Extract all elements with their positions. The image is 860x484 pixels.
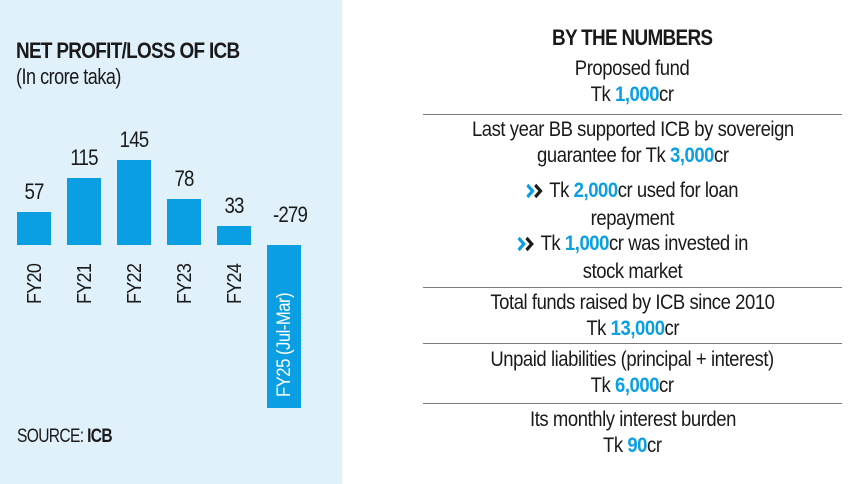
fact-prefix: Tk: [591, 83, 616, 106]
fact-value: 1,000: [615, 83, 660, 106]
bar-value-label: 78: [174, 166, 194, 192]
double-chevron-right-icon: [526, 180, 546, 206]
divider: [423, 343, 842, 344]
fact-label: Unpaid liabilities (principal + interest…: [490, 348, 775, 371]
category-label: FY21: [74, 263, 96, 304]
bullet-prefix: Tk: [549, 179, 574, 202]
bar-value-label: 57: [24, 178, 44, 204]
bullet-suffix: cr used for loan: [617, 179, 739, 202]
fact-label: Last year BB supported ICB by sovereign: [471, 118, 794, 141]
bullet-line2: stock market: [582, 260, 683, 283]
fact-label: Proposed fund: [575, 57, 690, 80]
fact-value: 3,000: [669, 144, 714, 167]
fact-suffix: cr: [664, 317, 679, 340]
bar-fy23: [167, 199, 201, 245]
category-label: FY24: [224, 263, 246, 304]
fact-proposed-fund: Proposed fund Tk 1,000cr: [423, 56, 842, 108]
divider: [423, 287, 842, 288]
bullet-line2: repayment: [590, 207, 675, 230]
fact-suffix: cr: [659, 374, 674, 397]
fact-label: Total funds raised by ICB since 2010: [490, 291, 775, 314]
bullet-prefix: Tk: [540, 232, 565, 255]
fact-monthly-interest: Its monthly interest burden Tk 90cr: [423, 407, 842, 459]
category-label: FY20: [24, 263, 46, 304]
fact-total-funds-raised: Total funds raised by ICB since 2010 Tk …: [423, 290, 842, 342]
bullet-value: 1,000: [564, 232, 609, 255]
category-label: FY25 (Jul-Mar): [274, 292, 295, 397]
fact-value: 6,000: [615, 374, 660, 397]
fact-unpaid-liabilities: Unpaid liabilities (principal + interest…: [423, 347, 842, 399]
bullet-stock-market: Tk 1,000cr was invested in stock market: [423, 231, 842, 285]
fact-suffix: cr: [659, 83, 674, 106]
fact-prefix: guarantee for Tk: [536, 144, 670, 167]
bar-fy25: [267, 245, 301, 409]
source-note: SOURCE: ICB: [17, 426, 113, 448]
fact-prefix: Tk: [603, 434, 628, 457]
fact-suffix: cr: [713, 144, 729, 167]
divider: [423, 114, 842, 115]
chart-panel: NET PROFIT/LOSS OF ICB (In crore taka) 5…: [0, 0, 342, 484]
bar-value-label: -279: [272, 202, 308, 227]
bar-fy24: [217, 225, 251, 245]
fact-value: 13,000: [610, 317, 665, 340]
double-chevron-right-icon: [517, 233, 536, 259]
bar-value-label: 33: [224, 192, 244, 218]
chart-subtitle: (In crore taka): [16, 64, 121, 89]
by-the-numbers-panel: BY THE NUMBERS Proposed fund Tk 1,000cr …: [423, 0, 842, 484]
category-label: FY23: [174, 263, 196, 304]
bar-fy22: [117, 160, 151, 245]
source-name: ICB: [87, 426, 113, 447]
bar-value-label: 115: [70, 144, 98, 170]
fact-suffix: cr: [647, 434, 662, 457]
divider: [423, 403, 842, 404]
chart-title: NET PROFIT/LOSS OF ICB: [16, 38, 240, 63]
bullet-loan-repayment: Tk 2,000cr used for loan repayment: [423, 178, 842, 232]
bullet-suffix: cr was invested in: [608, 232, 748, 255]
bar-fy20: [17, 211, 51, 245]
category-label: FY22: [124, 263, 146, 304]
fact-prefix: Tk: [586, 317, 611, 340]
fact-prefix: Tk: [591, 374, 616, 397]
bar-value-label: 145: [119, 127, 150, 153]
source-prefix: SOURCE:: [17, 426, 84, 447]
fact-label: Its monthly interest burden: [529, 408, 736, 431]
fact-sovereign-guarantee: Last year BB supported ICB by sovereign …: [423, 117, 842, 169]
panel-title: BY THE NUMBERS: [552, 25, 713, 50]
fact-value: 90: [627, 434, 648, 457]
bar-fy21: [67, 177, 101, 245]
bullet-value: 2,000: [573, 179, 618, 202]
